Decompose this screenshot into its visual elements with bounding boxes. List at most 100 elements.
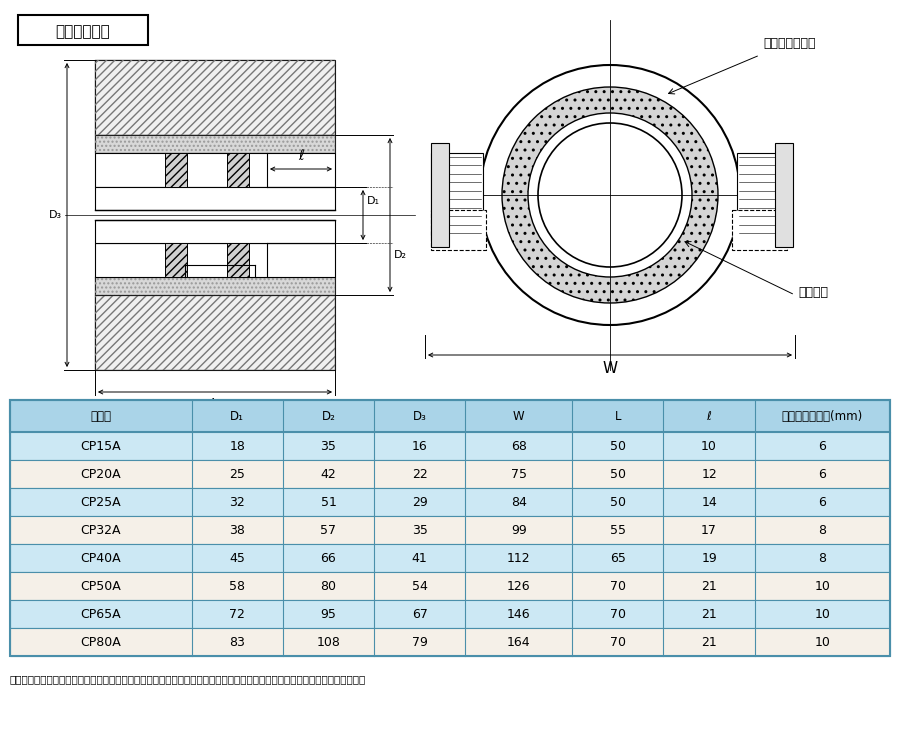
Bar: [227, 243, 249, 277]
Bar: [95, 60, 335, 135]
Text: D₂: D₂: [394, 250, 407, 260]
Text: CP80A: CP80A: [80, 635, 122, 649]
Text: 45: 45: [230, 551, 245, 565]
Text: 6: 6: [818, 467, 826, 481]
Bar: [165, 243, 187, 277]
Bar: [95, 243, 335, 277]
Circle shape: [480, 65, 740, 325]
Text: 58: 58: [230, 580, 245, 592]
Bar: [10, 400, 890, 432]
Text: 35: 35: [320, 440, 337, 452]
Text: 99: 99: [511, 524, 526, 536]
Bar: [10, 516, 890, 544]
Bar: [10, 628, 890, 656]
Text: D₃: D₃: [49, 210, 62, 220]
Text: D₁: D₁: [230, 410, 244, 422]
Text: 10: 10: [814, 608, 831, 620]
Text: CP65A: CP65A: [80, 608, 122, 620]
Bar: [95, 135, 335, 153]
Text: ゴムパッキング: ゴムパッキング: [763, 37, 815, 50]
Text: 8: 8: [818, 524, 826, 536]
Bar: [431, 143, 449, 247]
Text: 取付ネジ: 取付ネジ: [798, 286, 828, 298]
Bar: [431, 210, 486, 250]
Text: 54: 54: [412, 580, 427, 592]
Text: 8: 8: [818, 551, 826, 565]
FancyBboxPatch shape: [18, 15, 148, 45]
Text: 22: 22: [412, 467, 427, 481]
Text: 83: 83: [230, 635, 245, 649]
Text: 12: 12: [701, 467, 717, 481]
Circle shape: [502, 87, 718, 303]
Bar: [95, 187, 335, 210]
Circle shape: [528, 113, 692, 277]
Text: 38: 38: [230, 524, 245, 536]
Bar: [10, 432, 890, 460]
Text: 164: 164: [507, 635, 531, 649]
Text: ℓ: ℓ: [298, 149, 304, 163]
Bar: [95, 295, 335, 370]
Text: CP40A: CP40A: [80, 551, 122, 565]
Bar: [775, 143, 793, 247]
Text: 75: 75: [511, 467, 526, 481]
Text: 70: 70: [610, 635, 626, 649]
Text: 35: 35: [412, 524, 427, 536]
Text: CP15A: CP15A: [80, 440, 122, 452]
Bar: [431, 153, 483, 237]
Text: 14: 14: [701, 496, 717, 508]
Circle shape: [538, 123, 682, 267]
Text: 使用六角レンチ(mm): 使用六角レンチ(mm): [782, 410, 863, 422]
Bar: [10, 460, 890, 488]
Text: 25: 25: [230, 467, 245, 481]
Text: 19: 19: [701, 551, 717, 565]
Text: CP50A: CP50A: [80, 580, 122, 592]
Text: 50: 50: [610, 440, 626, 452]
Text: 55: 55: [610, 524, 626, 536]
Text: 146: 146: [507, 608, 531, 620]
Text: （注１）直管部のピンホールの漏れも修理できますが、できるだけ直管専用型をご使用ください。より確実な修理が可能です。: （注１）直管部のピンホールの漏れも修理できますが、できるだけ直管専用型をご使用く…: [10, 674, 366, 684]
Text: 32: 32: [230, 496, 245, 508]
Text: 79: 79: [412, 635, 427, 649]
Text: 21: 21: [701, 608, 717, 620]
Text: 68: 68: [511, 440, 526, 452]
Text: 112: 112: [507, 551, 531, 565]
Text: D₁: D₁: [367, 196, 380, 206]
Text: 95: 95: [320, 608, 337, 620]
Text: 16: 16: [412, 440, 427, 452]
Text: W: W: [513, 410, 525, 422]
Text: L: L: [615, 410, 621, 422]
Bar: [95, 277, 335, 295]
Bar: [95, 277, 335, 295]
Text: 126: 126: [507, 580, 531, 592]
Text: 17: 17: [701, 524, 717, 536]
Text: 84: 84: [511, 496, 526, 508]
Text: D₃: D₃: [413, 410, 427, 422]
Text: 10: 10: [814, 580, 831, 592]
Text: 29: 29: [412, 496, 427, 508]
Text: 72: 72: [230, 608, 245, 620]
Text: 50: 50: [610, 496, 626, 508]
Bar: [10, 544, 890, 572]
Text: 65: 65: [610, 551, 626, 565]
Text: CP25A: CP25A: [80, 496, 122, 508]
Text: 18: 18: [230, 440, 245, 452]
Text: 51: 51: [320, 496, 337, 508]
Text: 70: 70: [610, 608, 626, 620]
Text: 50: 50: [610, 467, 626, 481]
Text: 80: 80: [320, 580, 337, 592]
Text: 42: 42: [320, 467, 337, 481]
Text: W: W: [602, 361, 617, 376]
Text: 10: 10: [814, 635, 831, 649]
Text: 21: 21: [701, 635, 717, 649]
Text: 10: 10: [701, 440, 717, 452]
Bar: [227, 153, 249, 187]
Text: CP32A: CP32A: [80, 524, 121, 536]
Text: 構造・サイズ: 構造・サイズ: [56, 25, 111, 40]
Text: 57: 57: [320, 524, 337, 536]
Text: 6: 6: [818, 496, 826, 508]
Text: CP20A: CP20A: [80, 467, 122, 481]
Bar: [95, 153, 335, 187]
Text: 21: 21: [701, 580, 717, 592]
Bar: [10, 572, 890, 600]
Bar: [95, 135, 335, 153]
